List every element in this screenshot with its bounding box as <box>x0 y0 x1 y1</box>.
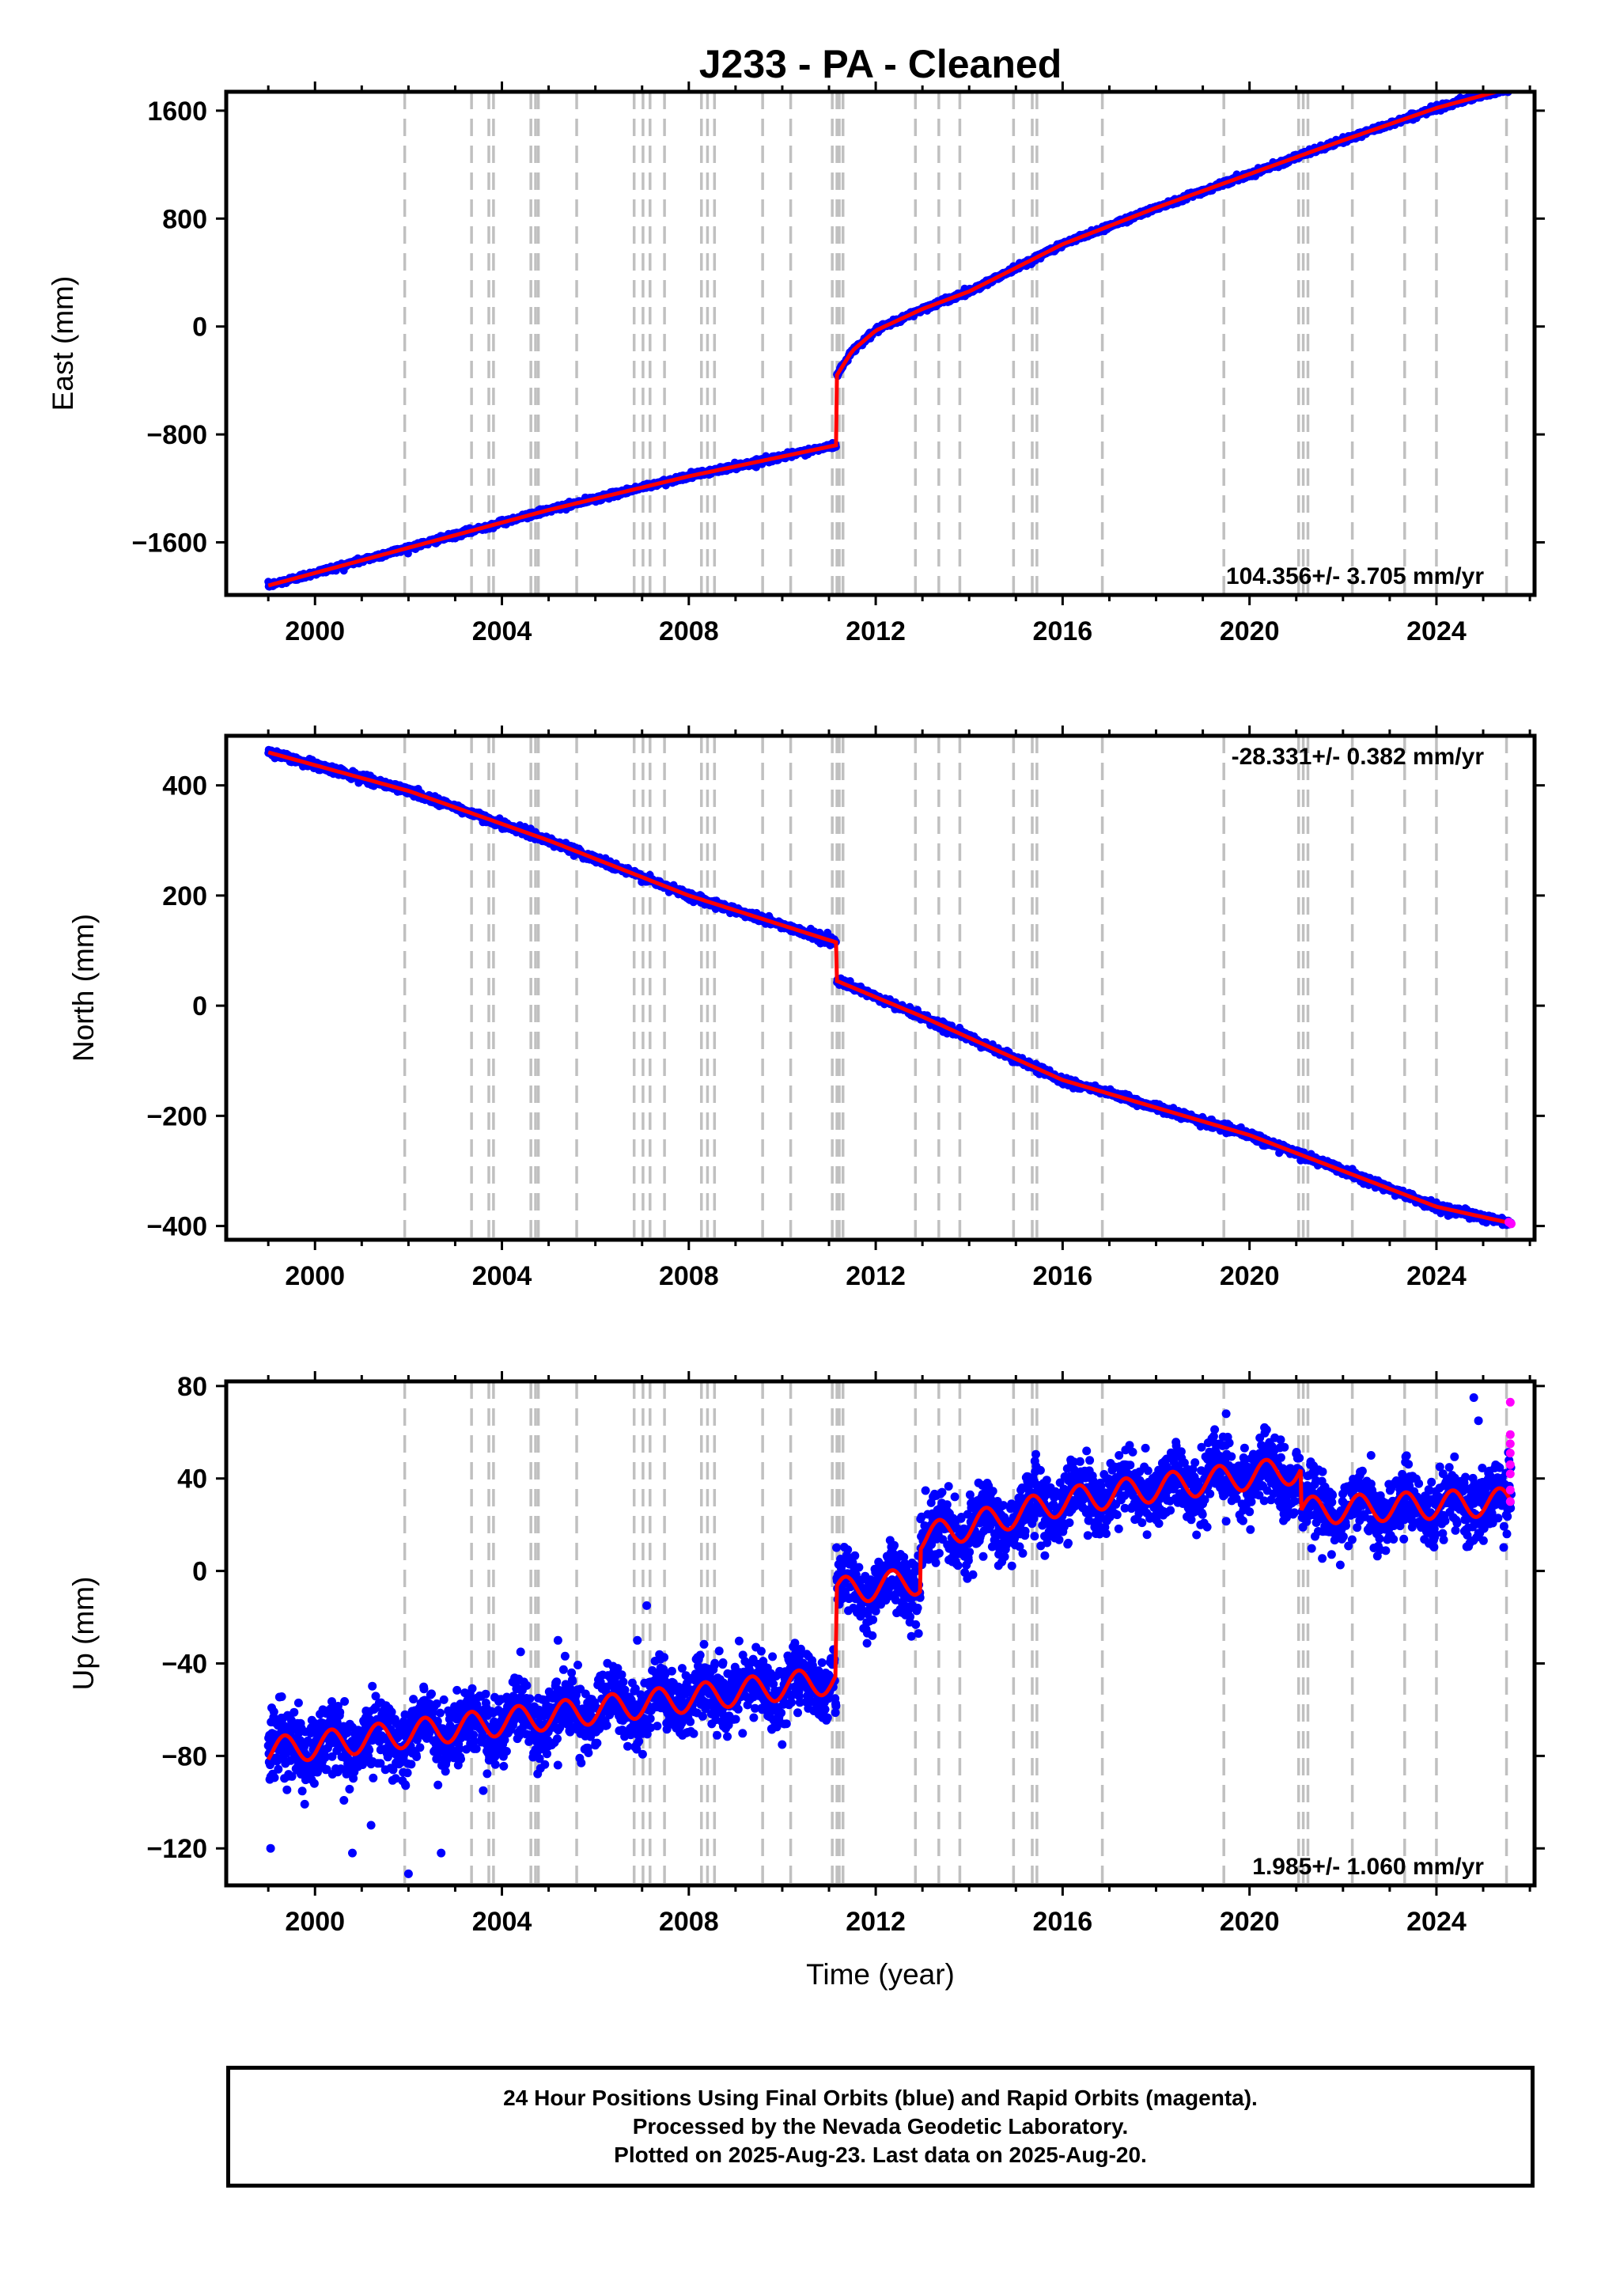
x-tick-label: 2000 <box>285 616 345 646</box>
final-orbit-points <box>264 745 1516 1229</box>
x-tick-label: 2008 <box>659 616 719 646</box>
plot-area <box>264 736 1516 1240</box>
y-tick-label: 1600 <box>147 97 207 127</box>
y-tick-label: −1600 <box>132 529 208 559</box>
model-line <box>267 92 1504 588</box>
x-tick-label: 2012 <box>846 616 906 646</box>
figure-title: J233 - PA - Cleaned <box>699 42 1062 86</box>
plot-area <box>264 92 1515 595</box>
x-tick-label: 2016 <box>1033 616 1093 646</box>
east-panel: 2000 2004 2008 2012 2016 2020 2024 −1600 −800 0 80… <box>47 81 1545 646</box>
x-tick-label: 2004 <box>472 616 532 646</box>
y-tick-label: 0 <box>192 313 207 343</box>
x-tick-label: 2024 <box>1406 616 1467 646</box>
north-panel: 2000 2004 2008 2012 2016 2020 2024−400−2000200… <box>67 726 1545 1291</box>
y-axis-label: East (mm) <box>47 276 79 411</box>
model-fit <box>267 92 1504 588</box>
y-tick-label: −800 <box>146 420 207 450</box>
y-tick-label: 800 <box>162 204 207 234</box>
x-tick-label: 2020 <box>1220 616 1280 646</box>
axes-frame <box>224 89 1537 597</box>
final-orbit-points <box>264 92 1515 591</box>
rate-annotation: 104.356+/- 3.705 mm/yr <box>1226 563 1484 589</box>
